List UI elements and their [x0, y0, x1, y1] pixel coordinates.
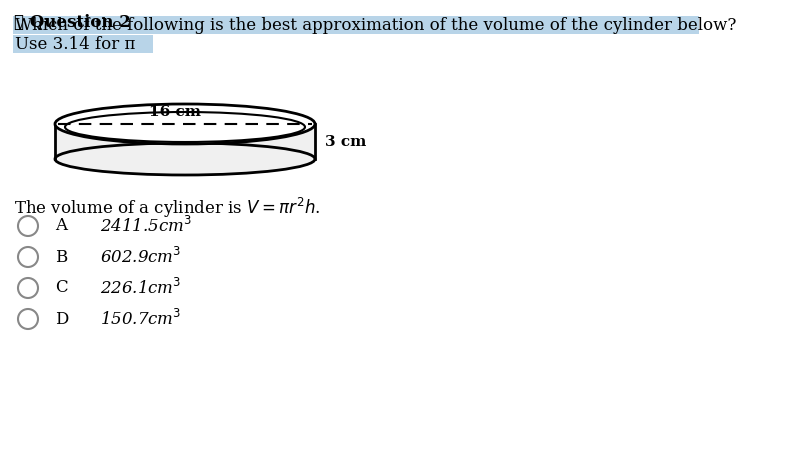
FancyBboxPatch shape	[13, 16, 699, 34]
Text: D: D	[55, 311, 68, 327]
FancyBboxPatch shape	[13, 35, 153, 53]
Text: 150.7cm$^3$: 150.7cm$^3$	[100, 309, 182, 329]
Ellipse shape	[55, 104, 315, 144]
Ellipse shape	[55, 104, 315, 144]
Text: 16 cm: 16 cm	[149, 105, 201, 119]
Text: Use 3.14 for π: Use 3.14 for π	[15, 36, 135, 53]
Ellipse shape	[55, 143, 315, 175]
Text: ✏ Question 2: ✏ Question 2	[14, 14, 131, 31]
Text: A: A	[55, 217, 67, 235]
Text: 2411.5cm$^3$: 2411.5cm$^3$	[100, 216, 192, 236]
Text: B: B	[55, 248, 67, 266]
Text: 3 cm: 3 cm	[325, 134, 366, 148]
Text: The volume of a cylinder is $V = \pi r^2 h$.: The volume of a cylinder is $V = \pi r^2…	[14, 196, 321, 220]
Text: C: C	[55, 280, 68, 296]
Text: Which of the following is the best approximation of the volume of the cylinder b: Which of the following is the best appro…	[15, 17, 736, 34]
Text: 602.9cm$^3$: 602.9cm$^3$	[100, 247, 182, 267]
Text: 226.1cm$^3$: 226.1cm$^3$	[100, 278, 182, 298]
Polygon shape	[55, 124, 315, 159]
